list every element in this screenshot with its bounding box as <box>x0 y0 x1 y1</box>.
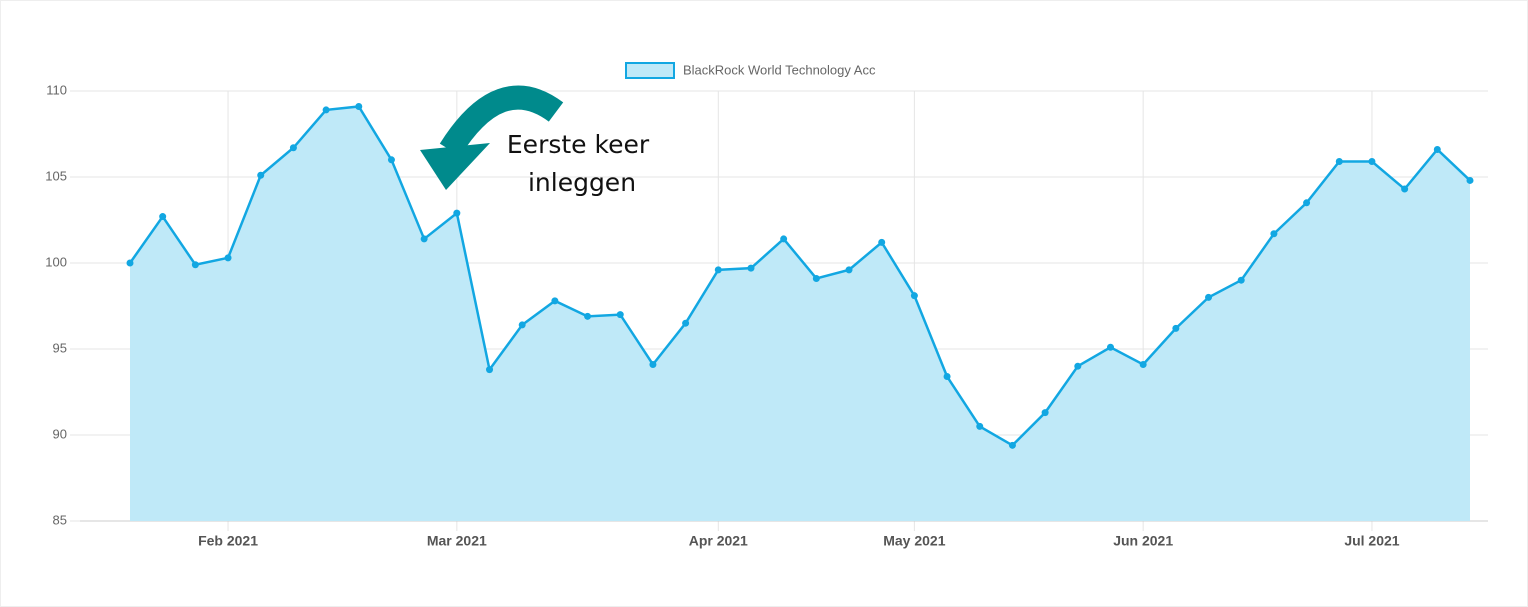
point <box>1237 276 1245 284</box>
point <box>1074 362 1082 370</box>
point <box>1008 441 1016 449</box>
x-tick-label: Jul 2021 <box>1344 533 1399 549</box>
x-tick-label: May 2021 <box>883 533 945 549</box>
point <box>387 156 395 164</box>
point <box>322 106 330 114</box>
point <box>518 321 526 329</box>
point <box>486 366 494 374</box>
point <box>976 422 984 430</box>
point <box>159 213 167 221</box>
point <box>747 264 755 272</box>
legend-swatch <box>625 62 675 79</box>
point <box>1303 199 1311 207</box>
point <box>420 235 428 243</box>
point <box>1041 409 1049 417</box>
y-tick-label: 90 <box>53 426 67 441</box>
point <box>682 319 690 327</box>
x-tick-label: Apr 2021 <box>689 533 748 549</box>
point <box>943 373 951 381</box>
point <box>191 261 199 269</box>
point <box>1466 176 1474 184</box>
point <box>1270 230 1278 238</box>
x-tick-label: Jun 2021 <box>1113 533 1173 549</box>
point <box>910 292 918 300</box>
area <box>130 106 1470 521</box>
point <box>1368 158 1376 166</box>
annotation-line: inleggen <box>528 168 636 197</box>
point <box>1401 185 1409 193</box>
annotation-arrow <box>439 85 564 157</box>
point <box>649 360 657 368</box>
point <box>1172 324 1180 332</box>
point <box>355 102 363 110</box>
point <box>1106 343 1114 351</box>
y-tick-label: 100 <box>45 254 67 269</box>
point <box>1205 293 1213 301</box>
annotation-line: Eerste keer <box>507 130 650 159</box>
point <box>616 311 624 319</box>
annotation-arrowhead <box>420 143 490 190</box>
point <box>453 209 461 217</box>
x-tick-label: Feb 2021 <box>198 533 258 549</box>
point <box>551 297 559 305</box>
point <box>1433 145 1441 153</box>
y-tick-label: 110 <box>46 82 67 97</box>
point <box>812 274 820 282</box>
point <box>845 266 853 274</box>
legend-label: BlackRock World Technology Acc <box>683 62 876 77</box>
legend: BlackRock World Technology Acc <box>625 62 876 79</box>
annotation: Eerste keer inleggen <box>507 130 657 197</box>
point <box>714 266 722 274</box>
point <box>584 312 592 320</box>
point <box>289 144 297 152</box>
point <box>1139 360 1147 368</box>
point <box>1335 158 1343 166</box>
point <box>780 235 788 243</box>
y-tick-label: 95 <box>53 340 67 355</box>
point <box>126 259 134 267</box>
x-tick-label: Mar 2021 <box>427 533 487 549</box>
y-tick-label: 105 <box>45 168 67 183</box>
point <box>878 238 886 246</box>
point <box>224 254 232 262</box>
y-tick-label: 85 <box>53 512 67 527</box>
point <box>257 171 265 179</box>
line <box>128 105 1471 447</box>
